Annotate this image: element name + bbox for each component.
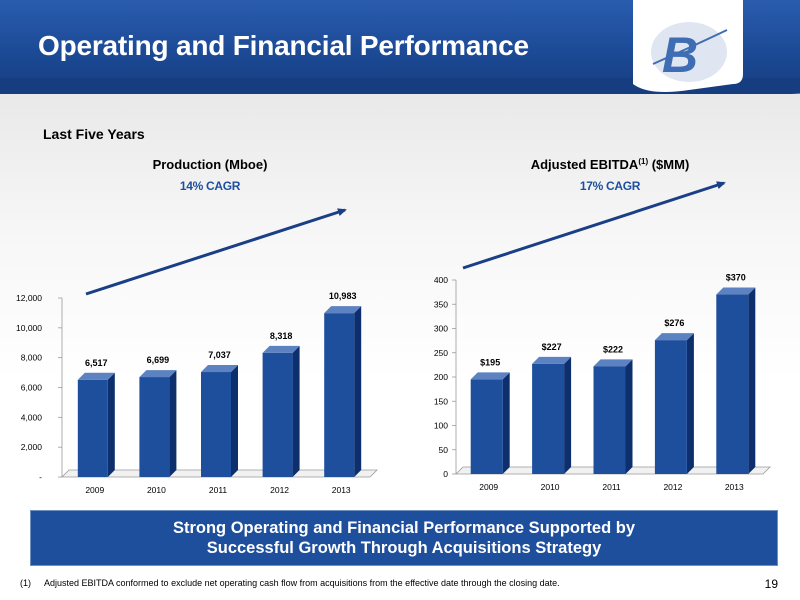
production-bar-value-label: 7,037 — [208, 350, 231, 360]
ebitda-bar-side — [502, 372, 510, 474]
ebitda-bar-top — [654, 333, 694, 341]
ebitda-bar — [470, 379, 503, 474]
ebitda-x-tick-label: 2011 — [602, 482, 621, 492]
production-cagr: 14% CAGR — [179, 179, 241, 193]
ebitda-y-tick-label: 250 — [434, 348, 448, 358]
ebitda-bar-top — [532, 356, 572, 364]
ebitda-bar-side — [748, 287, 756, 474]
company-logo: B — [633, 0, 743, 92]
production-bar — [262, 352, 293, 477]
ebitda-x-tick-label: 2010 — [541, 482, 560, 492]
production-growth-arrow — [85, 208, 347, 296]
ebitda-bar-side — [564, 356, 572, 474]
ebitda-bar-side — [625, 359, 633, 474]
production-y-tick-label: 8,000 — [21, 353, 43, 363]
production-bar-side — [107, 372, 115, 477]
ebitda-y-tick-label: 0 — [443, 469, 448, 479]
ebitda-bar-top — [593, 359, 633, 367]
page-title: Operating and Financial Performance — [38, 30, 529, 61]
production-bar-top — [324, 306, 362, 314]
ebitda-growth-arrow — [462, 181, 726, 270]
production-x-tick-label: 2012 — [270, 485, 289, 495]
page-number: 19 — [764, 577, 778, 591]
production-bar-value-label: 10,983 — [329, 291, 357, 301]
ebitda-y-tick-label: 350 — [434, 299, 448, 309]
ebitda-bar — [593, 366, 626, 474]
footnote-marker: (1) — [20, 578, 31, 588]
ebitda-bar — [654, 340, 687, 474]
production-bar-value-label: 6,517 — [85, 358, 108, 368]
ebitda-bar-value-label: $195 — [480, 357, 500, 367]
production-y-tick-label: 10,000 — [16, 323, 42, 333]
production-bar — [77, 379, 108, 477]
production-y-tick-label: 4,000 — [21, 412, 43, 422]
production-x-tick-label: 2009 — [85, 485, 104, 495]
production-y-tick-label: 12,000 — [16, 293, 42, 303]
production-bar-top — [77, 372, 115, 380]
production-bar-top — [201, 365, 238, 373]
ebitda-bar-top — [470, 372, 510, 380]
footnote-text: Adjusted EBITDA conformed to exclude net… — [44, 578, 560, 588]
production-bar-side — [292, 345, 300, 477]
ebitda-y-tick-label: 200 — [434, 372, 448, 382]
ebitda-bar-value-label: $222 — [603, 344, 623, 354]
ebitda-bar-top — [716, 287, 756, 295]
production-bar-side — [231, 365, 238, 477]
ebitda-x-tick-label: 2012 — [663, 482, 682, 492]
production-bar — [139, 377, 170, 477]
ebitda-chart-title: Adjusted EBITDA(1) ($MM) — [505, 157, 715, 172]
production-y-tick-label: - — [39, 472, 42, 482]
production-x-tick-label: 2013 — [332, 485, 351, 495]
production-y-tick-label: 2,000 — [21, 442, 43, 452]
production-bar-side — [354, 306, 362, 477]
ebitda-x-tick-label: 2013 — [725, 482, 744, 492]
production-bar-value-label: 6,699 — [147, 355, 170, 365]
ebitda-y-tick-label: 150 — [434, 396, 448, 406]
ebitda-y-tick-label: 50 — [439, 445, 449, 455]
banner-line-1: Strong Operating and Financial Performan… — [172, 519, 636, 537]
ebitda-bar — [532, 363, 565, 474]
ebitda-x-tick-label: 2009 — [479, 482, 498, 492]
production-x-tick-label: 2010 — [147, 485, 166, 495]
ebitda-bar-value-label: $276 — [664, 318, 684, 328]
production-y-tick-label: 6,000 — [21, 383, 43, 393]
section-subtitle: Last Five Years — [43, 126, 145, 142]
production-bar-side — [169, 370, 177, 477]
production-bar-value-label: 8,318 — [270, 331, 293, 341]
production-bar — [324, 313, 355, 477]
banner-line-2: Successful Growth Through Acquisitions S… — [206, 539, 602, 557]
ebitda-y-tick-label: 400 — [434, 275, 448, 285]
ebitda-bar — [716, 294, 749, 474]
ebitda-title-footnote-mark: (1) — [638, 157, 649, 166]
ebitda-y-tick-label: 300 — [434, 324, 448, 334]
production-bar-top — [139, 370, 177, 378]
ebitda-title-main: Adjusted EBITDA — [530, 157, 639, 172]
ebitda-bar-side — [686, 333, 694, 474]
production-chart-title: Production (Mboe) — [152, 157, 268, 172]
production-bar-top — [262, 345, 300, 353]
ebitda-cagr: 17% CAGR — [579, 179, 641, 193]
ebitda-bar-value-label: $370 — [726, 273, 746, 283]
ebitda-bar-chart: 0 50 100 150 200 250 300 350 400 $195 2009 $227 2010… — [434, 273, 771, 492]
logo-letter-mark: B — [662, 27, 698, 83]
production-bar — [201, 372, 231, 477]
ebitda-bar-value-label: $227 — [542, 342, 562, 352]
ebitda-title-unit: ($MM) — [648, 157, 690, 172]
production-bar-chart: - 2,000 4,000 6,000 8,000 10,000 12,000 6,517 20… — [16, 291, 378, 495]
footnote: (1) Adjusted EBITDA conformed to exclude … — [20, 578, 560, 588]
summary-banner: Strong Operating and Financial Performan… — [30, 510, 778, 566]
production-x-tick-label: 2011 — [209, 485, 228, 495]
ebitda-y-tick-label: 100 — [434, 421, 448, 431]
